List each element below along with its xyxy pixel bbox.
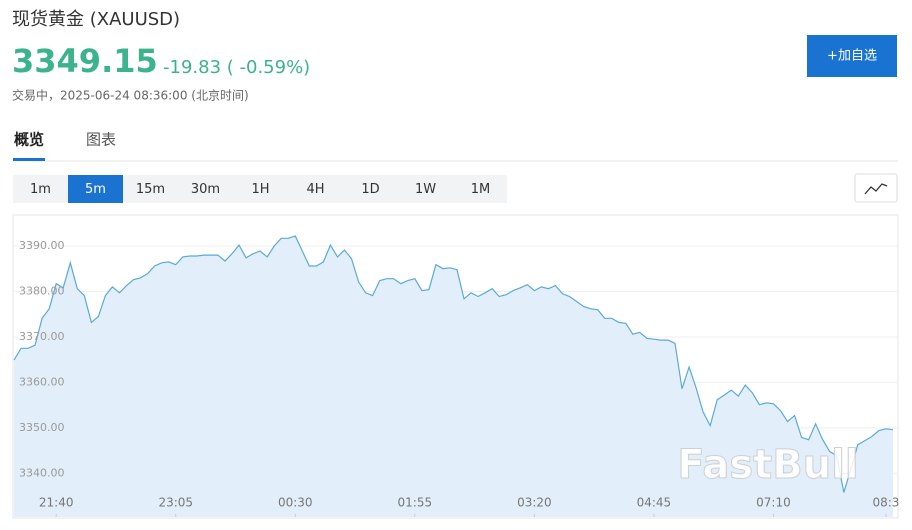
title: 现货黄金 (XAUUSD) — [12, 9, 180, 30]
y-tick-label: 3360.00 — [19, 375, 65, 388]
x-tick-label: 00:30 — [278, 496, 313, 510]
price: 3349.15 — [12, 42, 158, 80]
line — [13, 235, 894, 493]
x-tick-label: 04:45 — [637, 496, 672, 510]
tab-indicator — [13, 158, 45, 161]
interval-button[interactable]: 1m — [30, 182, 51, 197]
plot: 3340.00 3350.00 3360.00 3370.00 3380.00 3390.… — [13, 235, 899, 517]
interval-button[interactable]: 1W — [415, 182, 436, 197]
x-tick-label: 21:40 — [39, 496, 74, 510]
interval-button[interactable]: 5m — [85, 182, 106, 197]
interval-button[interactable]: 4H — [306, 182, 324, 197]
y-tick-label: 3350.00 — [19, 421, 65, 434]
tab[interactable]: 概览 — [14, 131, 44, 149]
interval-button-active[interactable] — [68, 175, 123, 203]
x-tick-label: 01:55 — [398, 496, 433, 510]
interval-button[interactable]: 30m — [191, 182, 220, 197]
x-tick-label: 23:05 — [158, 496, 193, 510]
x-tick-label: 03:20 — [517, 496, 552, 510]
chart-type-button[interactable] — [854, 173, 898, 203]
y-tick-label: 3380.00 — [19, 284, 65, 297]
interval-button[interactable]: 1H — [251, 182, 269, 197]
x-tick-label: 07:10 — [756, 496, 791, 510]
interval-button[interactable]: 1D — [361, 182, 379, 197]
y-tick-label: 3340.00 — [19, 466, 65, 479]
y-tick-label: 3390.00 — [19, 239, 65, 252]
x-tick-label: 08:3 — [872, 496, 899, 510]
area — [14, 236, 893, 517]
add-watchlist-button[interactable] — [807, 35, 897, 77]
y-tick-label: 3370.00 — [19, 330, 65, 343]
add-watchlist-label[interactable]: +加自选 — [827, 49, 877, 64]
watermark: FastBull — [677, 442, 858, 488]
tab[interactable]: 图表 — [86, 131, 116, 149]
chart-type-icon — [864, 183, 888, 195]
interval-button[interactable]: 1M — [471, 182, 491, 197]
change: -19.83 ( -0.59%) — [163, 57, 310, 78]
interval-button[interactable]: 15m — [136, 182, 165, 197]
status: 交易中，2025-06-24 08:36:00 (北京时间) — [12, 88, 249, 103]
